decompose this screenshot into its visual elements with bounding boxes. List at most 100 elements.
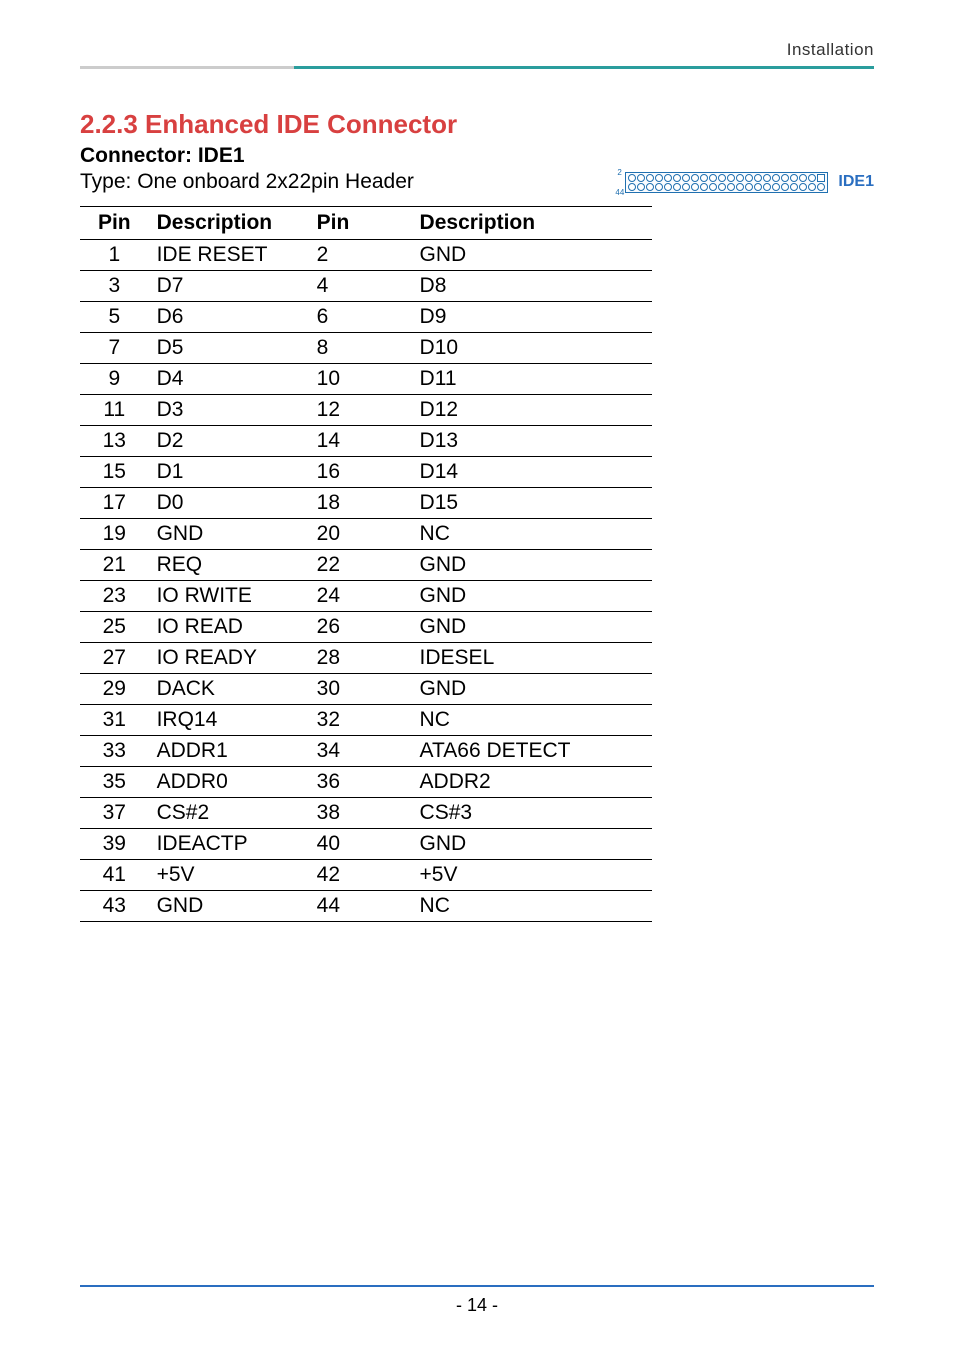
pin-cell: 17 bbox=[80, 488, 149, 519]
desc-cell: NC bbox=[412, 705, 652, 736]
pin-cell: 28 bbox=[309, 643, 412, 674]
pin-hole-icon bbox=[682, 174, 690, 182]
pin-hole-icon bbox=[646, 183, 654, 191]
header-desc1: Description bbox=[149, 207, 309, 240]
desc-cell: +5V bbox=[149, 860, 309, 891]
desc-cell: GND bbox=[149, 891, 309, 922]
desc-cell: D2 bbox=[149, 426, 309, 457]
pin-cell: 25 bbox=[80, 612, 149, 643]
pin-num-bottom: 44 bbox=[615, 188, 624, 197]
pin-hole-icon bbox=[709, 174, 717, 182]
desc-cell: GND bbox=[412, 612, 652, 643]
pin-hole-icon bbox=[745, 183, 753, 191]
pin-cell: 42 bbox=[309, 860, 412, 891]
header-line-teal bbox=[294, 66, 874, 69]
table-row: 5D66D9 bbox=[80, 302, 652, 333]
table-row: 39IDEACTP40GND bbox=[80, 829, 652, 860]
pin-hole-icon bbox=[655, 183, 663, 191]
desc-cell: GND bbox=[149, 519, 309, 550]
desc-cell: D7 bbox=[149, 271, 309, 302]
pin-table: Pin Description Pin Description 1IDE RES… bbox=[80, 206, 652, 922]
pin-hole-icon bbox=[763, 174, 771, 182]
pin-cell: 37 bbox=[80, 798, 149, 829]
table-row: 25IO READ26GND bbox=[80, 612, 652, 643]
pin-hole-icon bbox=[781, 183, 789, 191]
header-divider bbox=[80, 66, 874, 69]
pin-hole-icon bbox=[709, 183, 717, 191]
pin-hole-icon bbox=[772, 183, 780, 191]
desc-cell: D0 bbox=[149, 488, 309, 519]
pin-cell: 30 bbox=[309, 674, 412, 705]
desc-cell: IO READ bbox=[149, 612, 309, 643]
table-row: 21REQ22GND bbox=[80, 550, 652, 581]
type-text: Type: One onboard 2x22pin Header bbox=[80, 170, 414, 194]
pin-cell: 12 bbox=[309, 395, 412, 426]
desc-cell: D8 bbox=[412, 271, 652, 302]
pin-row-bottom bbox=[628, 183, 825, 191]
pin-cell: 4 bbox=[309, 271, 412, 302]
pin-hole-icon bbox=[790, 174, 798, 182]
desc-cell: DACK bbox=[149, 674, 309, 705]
desc-cell: D1 bbox=[149, 457, 309, 488]
pin-cell: 24 bbox=[309, 581, 412, 612]
pin-cell: 26 bbox=[309, 612, 412, 643]
pin-cell: 29 bbox=[80, 674, 149, 705]
desc-cell: CS#2 bbox=[149, 798, 309, 829]
pin-cell: 11 bbox=[80, 395, 149, 426]
pin-cell: 27 bbox=[80, 643, 149, 674]
pin-hole-icon bbox=[628, 183, 636, 191]
pin-cell: 35 bbox=[80, 767, 149, 798]
desc-cell: CS#3 bbox=[412, 798, 652, 829]
desc-cell: GND bbox=[412, 829, 652, 860]
pin-hole-icon bbox=[808, 174, 816, 182]
pin-hole-icon bbox=[664, 174, 672, 182]
desc-cell: NC bbox=[412, 891, 652, 922]
pin-hole-icon bbox=[682, 183, 690, 191]
header-line-grey bbox=[80, 66, 294, 69]
pin-hole-icon bbox=[691, 174, 699, 182]
header-desc2: Description bbox=[412, 207, 652, 240]
desc-cell: D12 bbox=[412, 395, 652, 426]
desc-cell: D14 bbox=[412, 457, 652, 488]
desc-cell: ATA66 DETECT bbox=[412, 736, 652, 767]
desc-cell: GND bbox=[412, 240, 652, 271]
table-row: 13D214D13 bbox=[80, 426, 652, 457]
table-row: 23IO RWITE24GND bbox=[80, 581, 652, 612]
pin-hole-icon bbox=[655, 174, 663, 182]
pin-hole-icon bbox=[808, 183, 816, 191]
pin-header-icon: 2 44 bbox=[625, 172, 828, 193]
pin-cell: 32 bbox=[309, 705, 412, 736]
header-pin1: Pin bbox=[80, 207, 149, 240]
pin-hole-icon bbox=[754, 183, 762, 191]
desc-cell: D9 bbox=[412, 302, 652, 333]
pin-hole-icon bbox=[790, 183, 798, 191]
desc-cell: IO READY bbox=[149, 643, 309, 674]
table-row: 9D410D11 bbox=[80, 364, 652, 395]
desc-cell: REQ bbox=[149, 550, 309, 581]
table-row: 1IDE RESET2GND bbox=[80, 240, 652, 271]
desc-cell: D4 bbox=[149, 364, 309, 395]
pin-cell: 36 bbox=[309, 767, 412, 798]
pin-cell: 44 bbox=[309, 891, 412, 922]
pin-hole-icon bbox=[754, 174, 762, 182]
pin-cell: 33 bbox=[80, 736, 149, 767]
pin-cell: 38 bbox=[309, 798, 412, 829]
table-row: 35ADDR036ADDR2 bbox=[80, 767, 652, 798]
pin-cell: 6 bbox=[309, 302, 412, 333]
desc-cell: D15 bbox=[412, 488, 652, 519]
desc-cell: D11 bbox=[412, 364, 652, 395]
pin-num-top: 2 bbox=[617, 168, 621, 177]
connector-name: Connector: IDE1 bbox=[80, 144, 874, 168]
pin-hole-icon bbox=[817, 183, 825, 191]
table-row: 37CS#238CS#3 bbox=[80, 798, 652, 829]
pin-hole-icon bbox=[718, 183, 726, 191]
pin-cell: 9 bbox=[80, 364, 149, 395]
pin-hole-icon bbox=[700, 174, 708, 182]
table-body: 1IDE RESET2GND3D74D85D66D97D58D109D410D1… bbox=[80, 240, 652, 922]
header-label: Installation bbox=[80, 40, 874, 66]
pin-hole-icon bbox=[772, 174, 780, 182]
pin-hole-icon bbox=[646, 174, 654, 182]
pin-hole-icon bbox=[817, 174, 825, 182]
pin-hole-icon bbox=[727, 183, 735, 191]
desc-cell: D6 bbox=[149, 302, 309, 333]
